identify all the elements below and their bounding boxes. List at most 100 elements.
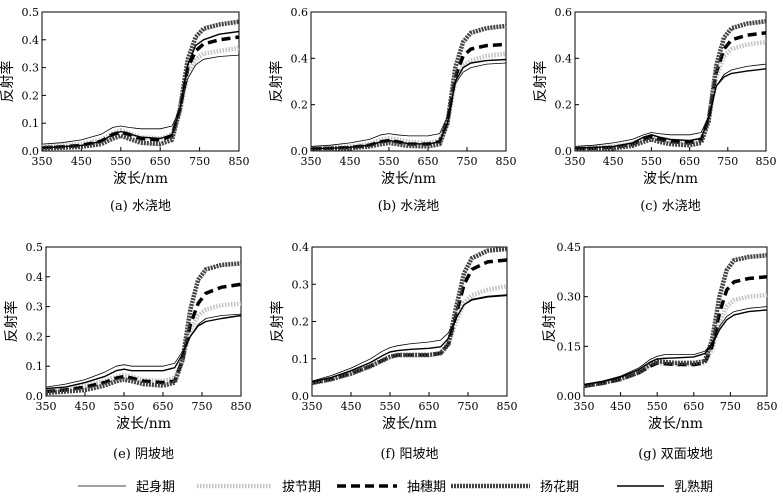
y-tick-label: 0.2 (22, 89, 40, 102)
panel-5: 350 450 550 650 750 850 0.00 0.15 0.30 0.45 波长/nm 反… (541, 241, 778, 462)
x-axis-title: 波长/nm (381, 171, 436, 187)
series-line-1 (41, 45, 240, 150)
legend-label-1: 拔节期 (282, 480, 321, 495)
panel-caption: (b) 水浇地 (378, 199, 440, 214)
x-axis-title: 波长/nm (648, 416, 703, 432)
y-tick-label: 0.2 (292, 316, 310, 329)
x-tick-label: 450 (71, 155, 92, 168)
series-line-2 (574, 31, 767, 151)
x-tick-label: 750 (717, 155, 738, 168)
x-tick-label: 450 (603, 155, 624, 168)
x-tick-label: 350 (574, 400, 595, 413)
x-tick-label: 750 (192, 400, 213, 413)
x-axis-title: 波长/nm (113, 171, 168, 187)
legend: 起身期 拔节期 抽穗期 扬花期 乳熟期 (78, 479, 713, 495)
series-line-2 (310, 42, 507, 151)
y-tick-label: 0.1 (292, 353, 310, 366)
y-tick-label: 0.6 (555, 6, 573, 19)
y-tick-label: 0.45 (557, 241, 582, 254)
y-tick-label: 0.4 (26, 271, 44, 284)
x-tick-label: 550 (641, 155, 662, 168)
x-axis-title: 波长/nm (382, 416, 437, 432)
plot-frame (583, 246, 768, 397)
series-line-3 (311, 246, 508, 386)
panel-caption: (g) 双面坡地 (638, 447, 713, 462)
y-tick-label: 0.3 (26, 301, 44, 314)
series-line-0 (45, 313, 242, 388)
series-line-4 (41, 30, 240, 149)
series-line-3 (310, 23, 507, 152)
x-tick-label: 350 (565, 155, 586, 168)
y-tick-label: 0.0 (22, 145, 40, 158)
y-tick-label: 0.2 (26, 330, 44, 343)
y-axis-title: 反射率 (3, 301, 20, 343)
x-tick-label: 650 (418, 155, 439, 168)
series-line-0 (310, 62, 507, 147)
x-tick-label: 650 (419, 400, 440, 413)
y-tick-label: 0.4 (292, 241, 310, 254)
series-line-0 (574, 63, 767, 147)
series-line-3 (45, 261, 242, 396)
x-tick-label: 450 (610, 400, 631, 413)
y-tick-label: 0.0 (555, 145, 573, 158)
panel-caption: (e) 阴坡地 (113, 447, 174, 462)
x-tick-label: 550 (114, 400, 135, 413)
series-line-2 (41, 35, 240, 150)
x-axis-title: 波长/nm (116, 416, 171, 432)
series-line-1 (311, 283, 508, 386)
series-line-0 (583, 306, 768, 385)
series-line-1 (574, 39, 767, 151)
y-tick-label: 0.5 (26, 241, 44, 254)
series-line-4 (574, 68, 767, 149)
x-tick-label: 850 (756, 155, 777, 168)
series-line-4 (310, 58, 507, 150)
y-tick-label: 0.3 (292, 278, 310, 291)
x-tick-label: 450 (340, 155, 361, 168)
y-axis-title: 反射率 (0, 61, 16, 103)
x-tick-label: 650 (679, 155, 700, 168)
y-tick-label: 0.1 (26, 360, 44, 373)
legend-label-0: 起身期 (136, 479, 175, 495)
plot-frame (574, 11, 767, 152)
y-tick-label: 0.00 (557, 390, 582, 403)
y-tick-label: 0.0 (291, 145, 309, 158)
y-tick-label: 0.0 (292, 390, 310, 403)
y-axis-title: 反射率 (541, 301, 558, 343)
series-line-1 (310, 51, 507, 151)
x-tick-label: 750 (457, 155, 478, 168)
x-tick-label: 750 (720, 400, 741, 413)
x-tick-label: 350 (302, 400, 323, 413)
y-axis-title: 反射率 (532, 61, 549, 103)
panel-1: 350 450 550 650 750 850 0.0 0.2 0.4 0.6 波长/nm 反射率 (b… (268, 6, 517, 214)
x-tick-label: 850 (231, 400, 252, 413)
series-line-4 (583, 309, 768, 386)
y-tick-label: 0.4 (22, 34, 40, 47)
panel-caption: (f) 阳坡地 (380, 447, 438, 462)
series-line-4 (45, 314, 242, 390)
panel-0: 350 450 550 650 750 850 0.0 0.1 0.2 0.3 0.4 0.5 波长/n… (0, 6, 250, 214)
series-line-0 (311, 294, 508, 382)
x-tick-label: 850 (497, 400, 518, 413)
series-line-3 (574, 19, 767, 152)
y-tick-label: 0.1 (22, 117, 40, 130)
plot-frame (41, 11, 240, 152)
panel-caption: (a) 水浇地 (110, 199, 171, 214)
y-tick-label: 0.6 (291, 6, 309, 19)
series-line-3 (41, 19, 240, 151)
legend-label-2: 抽穗期 (407, 480, 446, 495)
panel-3: 350 450 550 650 750 850 0.0 0.1 0.2 0.3 0.4 0.5 波长/n… (3, 241, 252, 462)
y-tick-label: 0.5 (22, 6, 40, 19)
x-tick-label: 650 (683, 400, 704, 413)
series-line-2 (45, 282, 242, 394)
x-tick-label: 750 (189, 155, 210, 168)
x-tick-label: 550 (380, 400, 401, 413)
panel-4: 350 450 550 650 750 850 0.0 0.1 0.2 0.3 0.4 波长/nm 反射… (269, 241, 518, 462)
series-line-0 (41, 54, 240, 145)
x-tick-label: 350 (32, 155, 53, 168)
y-tick-label: 0.3 (22, 62, 40, 75)
x-tick-label: 450 (75, 400, 96, 413)
chart-panels: 350 450 550 650 750 850 0.0 0.1 0.2 0.3 0.4 0.5 波长/n… (0, 6, 778, 462)
series-line-4 (311, 294, 508, 383)
series-line-3 (583, 253, 768, 389)
